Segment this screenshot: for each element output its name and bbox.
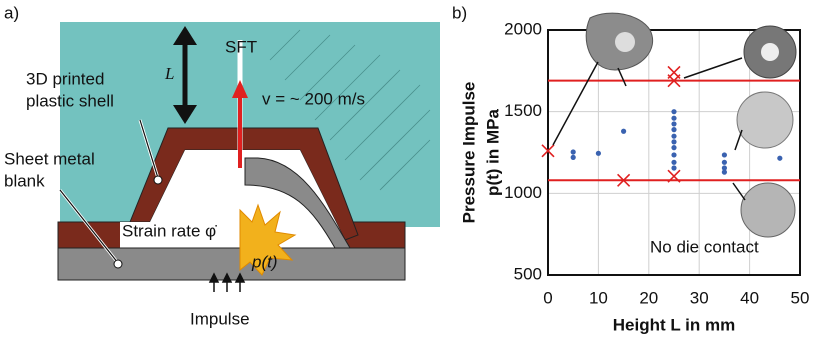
data-point xyxy=(671,159,677,165)
pressure-label: p(t) xyxy=(251,252,278,271)
deformed-blank xyxy=(244,157,351,249)
impulse-arrows xyxy=(208,272,246,292)
sample-photo xyxy=(736,91,794,149)
photos xyxy=(552,12,797,238)
sheet-blank xyxy=(57,247,406,281)
strain-rate-label: Strain rate φ̇ xyxy=(122,221,217,240)
data-point xyxy=(541,144,555,158)
sample-photo xyxy=(740,182,796,238)
impulse-label: Impulse xyxy=(190,309,250,328)
blank-label: blank xyxy=(4,171,45,190)
arrow-head xyxy=(173,26,197,45)
sample-hole xyxy=(615,32,635,52)
y-axis-label: p(t) in MPa xyxy=(483,109,502,196)
data-point xyxy=(721,159,728,165)
shell-label: 3D printed xyxy=(26,69,104,88)
panel-label: a) xyxy=(4,3,19,22)
leader-dot xyxy=(153,175,163,185)
data-point xyxy=(777,155,783,161)
sample-center xyxy=(761,43,779,61)
data-point xyxy=(667,74,681,88)
data-point xyxy=(570,149,576,155)
leader-dot xyxy=(113,259,123,269)
annotation: No die contact xyxy=(650,237,759,256)
x-tick-label: 40 xyxy=(740,288,759,307)
data-point xyxy=(617,173,631,187)
data-point xyxy=(595,150,602,156)
data-point xyxy=(671,145,677,151)
plot-frame xyxy=(547,29,801,276)
data-point xyxy=(671,109,677,115)
x-axis-label: Height L in mm xyxy=(613,315,735,334)
y-tick-label: 1500 xyxy=(504,101,542,120)
data-point xyxy=(621,128,627,134)
data-point xyxy=(667,169,681,183)
x-tick-label: 30 xyxy=(690,288,709,307)
y-tick-label: 500 xyxy=(514,264,542,283)
data-point xyxy=(721,152,728,158)
panel-label: b) xyxy=(452,3,467,22)
length-label: L xyxy=(164,64,174,83)
diagram: a) L SFT v = ~ 200 m/s 3D printed plasti… xyxy=(4,3,440,328)
y-tick-label: 2000 xyxy=(504,19,542,38)
data-point xyxy=(671,133,677,139)
y-tick-label: 1000 xyxy=(504,183,542,202)
data-point xyxy=(671,121,677,127)
x-tick-label: 50 xyxy=(791,288,810,307)
data-point xyxy=(671,127,677,133)
data-point xyxy=(671,139,677,145)
impulse-burst xyxy=(239,203,297,276)
shell-label: plastic shell xyxy=(26,91,114,110)
x-tick-label: 10 xyxy=(589,288,608,307)
data-point xyxy=(721,169,728,175)
data-point xyxy=(671,152,677,158)
x-tick-label: 20 xyxy=(639,288,658,307)
sft-label: SFT xyxy=(225,37,257,56)
x-tick-label: 0 xyxy=(543,288,552,307)
photo-arrows xyxy=(552,57,746,201)
data-point xyxy=(671,115,677,121)
data-point xyxy=(671,165,677,171)
hatch xyxy=(269,29,431,191)
y-axis-label: Pressure Impulse xyxy=(459,82,478,224)
arrow-head xyxy=(173,105,197,124)
leader xyxy=(59,189,119,264)
blank-label: Sheet metal xyxy=(4,149,95,168)
arrow-head xyxy=(232,80,248,98)
velocity-label: v = ~ 200 m/s xyxy=(262,89,365,108)
data-point xyxy=(570,154,576,160)
data-point xyxy=(721,165,728,171)
leader xyxy=(139,119,159,179)
